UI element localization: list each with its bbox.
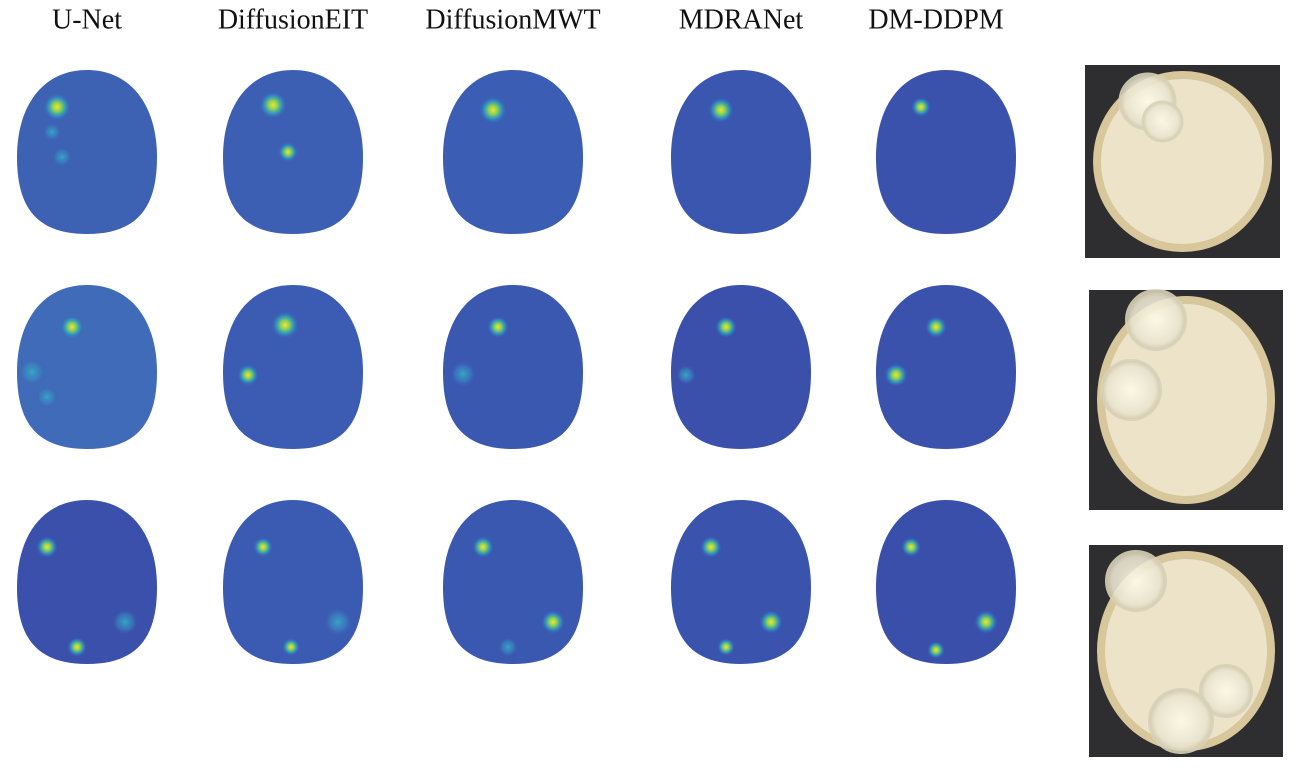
reconstruction bbox=[223, 70, 363, 234]
head-shape bbox=[443, 70, 583, 234]
reconstruction bbox=[443, 70, 583, 234]
column-title: DiffusionEIT bbox=[218, 4, 368, 35]
head-shape bbox=[223, 285, 363, 449]
inclusion bbox=[237, 364, 259, 386]
inclusion bbox=[18, 358, 46, 386]
inclusion bbox=[717, 638, 735, 656]
head-shape bbox=[876, 70, 1016, 234]
inclusion bbox=[498, 637, 518, 657]
head-shape bbox=[17, 500, 157, 664]
inclusion bbox=[324, 608, 352, 636]
inclusion bbox=[450, 361, 476, 387]
column-title: DiffusionMWT bbox=[425, 4, 600, 35]
inclusion bbox=[253, 537, 273, 557]
head-shape bbox=[671, 285, 811, 449]
reconstruction bbox=[876, 500, 1016, 664]
inclusion bbox=[259, 91, 287, 119]
inclusion bbox=[759, 610, 783, 634]
inclusion bbox=[708, 97, 734, 123]
reconstruction bbox=[223, 285, 363, 449]
reconstruction bbox=[876, 70, 1016, 234]
inclusion bbox=[901, 537, 921, 557]
glass-object bbox=[1100, 359, 1162, 421]
tank-inner bbox=[1105, 304, 1267, 496]
inclusion bbox=[925, 316, 947, 338]
phantom-photo bbox=[1089, 289, 1283, 510]
reconstruction bbox=[671, 70, 811, 234]
head-shape bbox=[17, 70, 157, 234]
reconstruction bbox=[17, 285, 157, 449]
inclusion bbox=[974, 610, 998, 634]
head-shape bbox=[671, 70, 811, 234]
inclusion bbox=[541, 610, 565, 634]
head-shape bbox=[876, 285, 1016, 449]
glass-object bbox=[1125, 289, 1187, 351]
head-shape bbox=[17, 285, 157, 449]
phantom-photo bbox=[1089, 545, 1283, 757]
inclusion bbox=[927, 641, 945, 659]
glass-object bbox=[1141, 100, 1184, 143]
head-shape bbox=[671, 500, 811, 664]
inclusion bbox=[278, 142, 298, 162]
inclusion bbox=[52, 147, 72, 167]
column-title: MDRANet bbox=[679, 4, 804, 35]
reconstruction bbox=[443, 500, 583, 664]
inclusion bbox=[715, 316, 737, 338]
inclusion bbox=[60, 315, 84, 339]
glass-object bbox=[1105, 550, 1167, 612]
inclusion bbox=[36, 386, 58, 408]
inclusion bbox=[676, 365, 696, 385]
column-title: U-Net bbox=[52, 4, 122, 35]
phantom-photo bbox=[1085, 65, 1280, 258]
inclusion bbox=[43, 123, 61, 141]
glass-object bbox=[1148, 688, 1214, 754]
inclusion bbox=[487, 316, 509, 338]
inclusion bbox=[911, 97, 931, 117]
inclusion bbox=[472, 536, 494, 558]
inclusion bbox=[282, 638, 300, 656]
reconstruction bbox=[17, 500, 157, 664]
inclusion bbox=[43, 93, 71, 121]
inclusion bbox=[67, 637, 87, 657]
inclusion bbox=[271, 311, 299, 339]
reconstruction bbox=[17, 70, 157, 234]
reconstruction bbox=[671, 500, 811, 664]
reconstruction bbox=[876, 285, 1016, 449]
reconstruction bbox=[443, 285, 583, 449]
inclusion bbox=[884, 363, 908, 387]
glass-object bbox=[1199, 664, 1253, 718]
inclusion bbox=[36, 536, 58, 558]
head-shape bbox=[876, 500, 1016, 664]
inclusion bbox=[479, 96, 507, 124]
column-title: DM-DDPM bbox=[868, 4, 1003, 35]
reconstruction bbox=[671, 285, 811, 449]
reconstruction bbox=[223, 500, 363, 664]
inclusion bbox=[112, 609, 138, 635]
inclusion bbox=[700, 536, 722, 558]
head-shape bbox=[443, 285, 583, 449]
